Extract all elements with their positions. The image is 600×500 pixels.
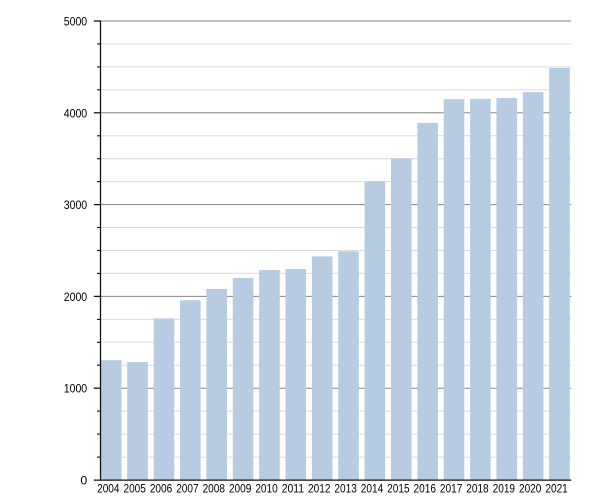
svg-text:4000: 4000 [64, 106, 88, 120]
svg-text:2018: 2018 [466, 484, 488, 496]
svg-text:3000: 3000 [64, 198, 88, 212]
svg-text:2013: 2013 [334, 484, 356, 496]
svg-text:2019: 2019 [493, 484, 515, 496]
svg-text:2009: 2009 [229, 484, 251, 496]
svg-text:2005: 2005 [123, 484, 145, 496]
svg-text:2014: 2014 [361, 484, 384, 496]
svg-text:2012: 2012 [308, 484, 330, 496]
svg-text:1000: 1000 [64, 382, 88, 396]
svg-text:2010: 2010 [255, 484, 277, 496]
svg-text:2011: 2011 [282, 484, 304, 496]
svg-text:2021: 2021 [545, 484, 567, 496]
svg-text:2016: 2016 [414, 484, 436, 496]
svg-text:2007: 2007 [176, 484, 198, 496]
svg-text:2000: 2000 [64, 290, 88, 304]
svg-text:2006: 2006 [150, 484, 172, 496]
svg-text:2015: 2015 [387, 484, 409, 496]
svg-text:2020: 2020 [519, 484, 541, 496]
svg-text:2004: 2004 [97, 484, 120, 496]
svg-text:2008: 2008 [203, 484, 225, 496]
svg-text:0: 0 [80, 474, 87, 488]
svg-text:2017: 2017 [440, 484, 462, 496]
svg-text:5000: 5000 [64, 15, 88, 29]
